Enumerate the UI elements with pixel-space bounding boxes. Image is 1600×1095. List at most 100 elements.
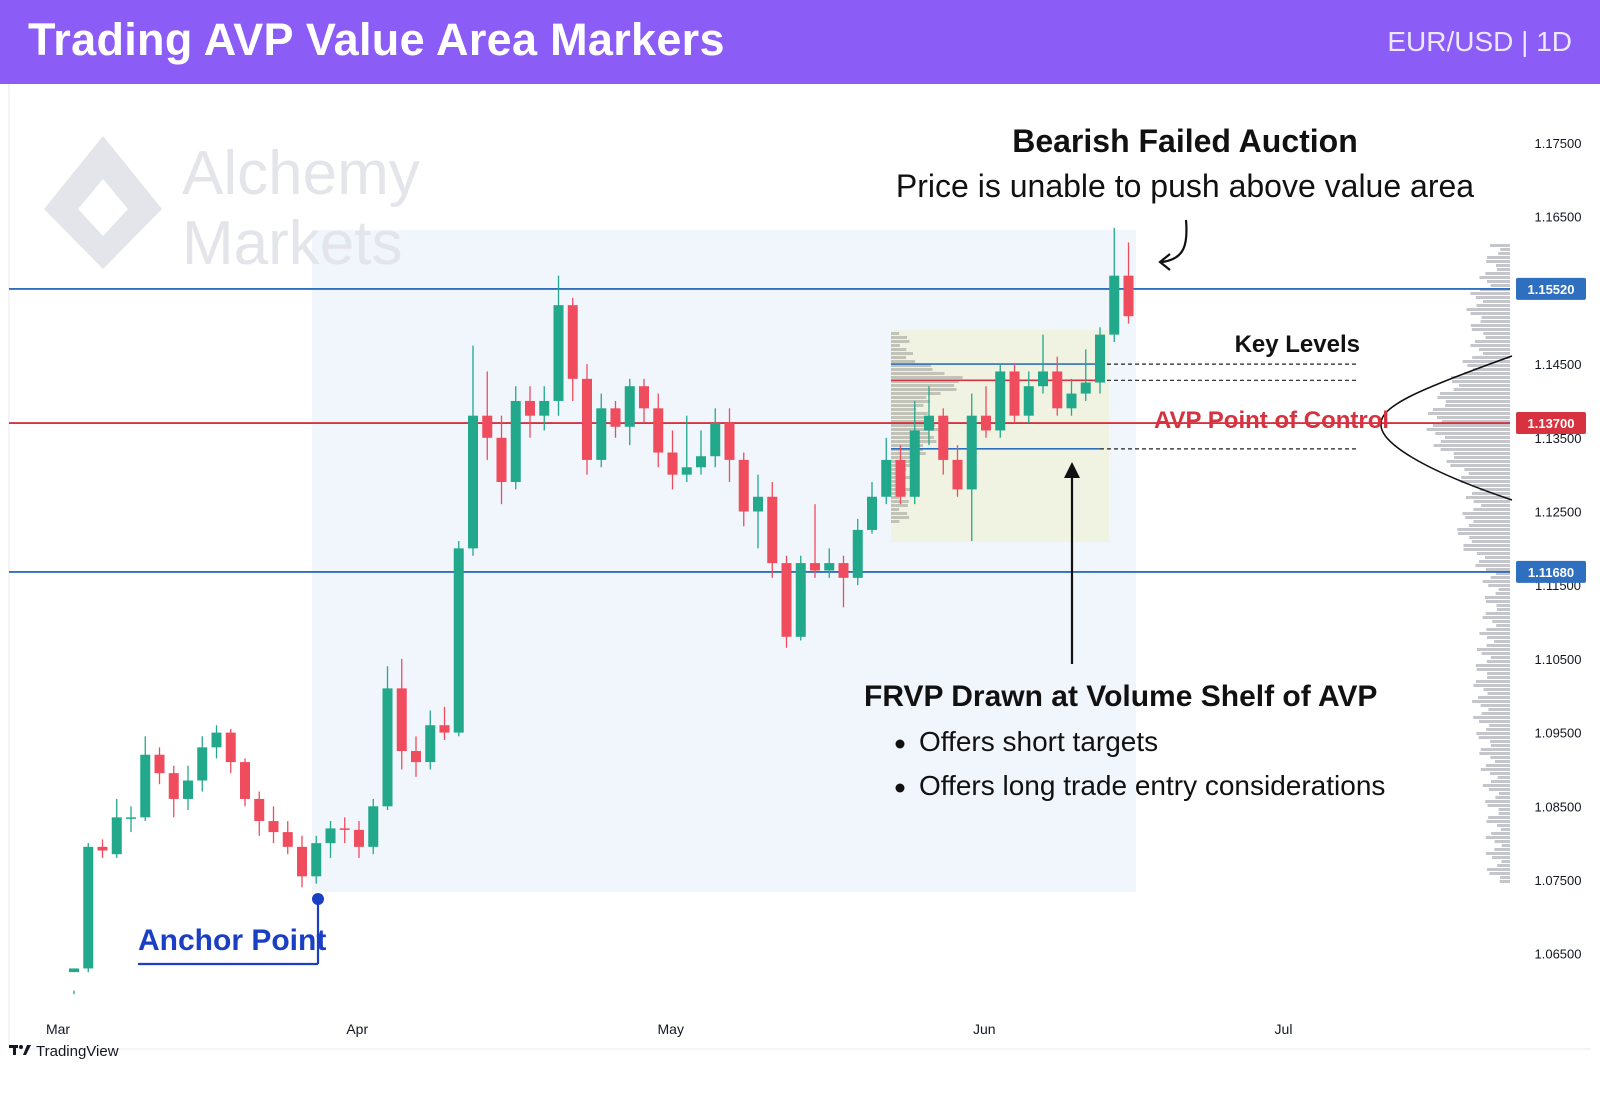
candle-body (439, 725, 450, 733)
volume-profile-bar (1500, 828, 1510, 831)
volume-profile-bar (1470, 324, 1510, 327)
candle (539, 386, 550, 431)
volume-profile-bar (1490, 744, 1510, 747)
candle (268, 806, 279, 844)
volume-profile-bar (1479, 348, 1510, 351)
volume-profile-bar (1474, 340, 1510, 343)
volume-profile-bar (1485, 272, 1510, 275)
volume-profile-bar (1467, 364, 1510, 367)
candle-body (382, 688, 393, 807)
volume-profile-bar (1481, 712, 1510, 715)
volume-profile-bar (1486, 728, 1510, 731)
volume-profile-bar (1485, 612, 1510, 615)
frvp-profile-bar (891, 348, 907, 351)
volume-profile-bar (1482, 784, 1510, 787)
volume-profile-bar (1487, 280, 1510, 283)
candle-body (510, 400, 521, 483)
frvp-profile-bar (891, 408, 917, 411)
candle-body (83, 846, 94, 969)
volume-profile-bar (1490, 284, 1510, 287)
candle-body (97, 846, 108, 851)
candle (852, 518, 863, 586)
candle-body (852, 529, 863, 578)
frvp-profile-bar (891, 424, 936, 427)
candle-body (1080, 382, 1091, 394)
candle-body (297, 846, 307, 877)
frvp-profile-bar (891, 336, 908, 339)
volume-profile-bar (1440, 448, 1510, 451)
candlestick-chart[interactable]: Alchemy Markets Bearish Failed Auction P… (0, 84, 1600, 1095)
volume-profile-bar (1496, 604, 1510, 607)
volume-profile-bar (1451, 380, 1510, 383)
candle (810, 504, 820, 578)
frvp-profile-bar (891, 444, 923, 447)
upper-value-area-level-price-tag: 1.15520 (1516, 277, 1586, 300)
horizontal-levels (9, 288, 1510, 573)
price-tag-label: 1.13700 (1528, 416, 1575, 431)
volume-profile-bar (1486, 660, 1510, 663)
volume-profile-bar (1484, 556, 1510, 559)
volume-profile-bar (1483, 688, 1510, 691)
volume-profile-bar (1489, 724, 1510, 727)
volume-profile-bar (1476, 680, 1510, 683)
candle-body (924, 415, 934, 431)
candle-body (1109, 275, 1120, 335)
candle-body (738, 459, 749, 512)
candle (282, 821, 293, 855)
volume-profile-bar (1494, 640, 1510, 643)
candle-body (567, 305, 578, 379)
frvp-profile-bar (891, 420, 925, 423)
volume-profile-bar (1500, 248, 1510, 251)
volume-profile-bar (1487, 256, 1510, 259)
candle-body (639, 386, 649, 409)
volume-profile-bar (1487, 672, 1510, 675)
candles (69, 227, 1134, 995)
candle (681, 415, 692, 483)
candle-body (810, 563, 820, 571)
candle (126, 806, 136, 833)
candle (1009, 364, 1020, 424)
volume-profile-bar (1473, 508, 1510, 511)
candle (1038, 334, 1048, 394)
volume-profile-bar (1487, 692, 1510, 695)
watermark-line1: Alchemy (182, 139, 420, 208)
candle-body (368, 806, 379, 847)
volume-profile-bar (1450, 464, 1510, 467)
candle-body (710, 423, 721, 457)
x-tick-label: Jul (1275, 1021, 1293, 1037)
candle-body (667, 452, 678, 475)
volume-profile-bar (1483, 300, 1510, 303)
candle (653, 393, 664, 468)
candle-body (525, 400, 535, 416)
candle (154, 747, 165, 785)
volume-profile-bar (1476, 304, 1510, 307)
candle (667, 430, 678, 490)
volume-profile-bar (1436, 416, 1510, 419)
volume-profile-bar (1497, 268, 1510, 271)
y-tick-label: 1.16500 (1535, 210, 1582, 225)
poc-label: AVP Point of Control (1154, 407, 1389, 434)
candle-body (154, 754, 165, 774)
candle-body (282, 832, 293, 847)
bullet-icon (895, 739, 905, 749)
watermark-line2: Markets (182, 209, 402, 278)
volume-profile-bar (1500, 876, 1510, 879)
failed-auction-subtitle: Price is unable to push above value area (896, 168, 1474, 204)
volume-profile-bar (1463, 372, 1510, 375)
tradingview-logo: TradingView (9, 1043, 119, 1060)
volume-profile-bar (1459, 384, 1510, 387)
volume-profile-bar (1490, 576, 1510, 579)
frvp-profile-bar (891, 404, 924, 407)
candle (354, 821, 364, 858)
candle (824, 548, 835, 578)
candle (596, 393, 607, 468)
frvp-profile-bar (891, 364, 931, 367)
candle-body (1123, 275, 1134, 317)
volume-profile-bar (1473, 500, 1510, 503)
candle (225, 728, 236, 774)
volume-profile-bar (1482, 616, 1510, 619)
volume-profile-bar (1490, 740, 1510, 743)
volume-profile-bar (1433, 444, 1510, 447)
frvp-profile-bar (891, 376, 963, 379)
candle (339, 817, 350, 844)
